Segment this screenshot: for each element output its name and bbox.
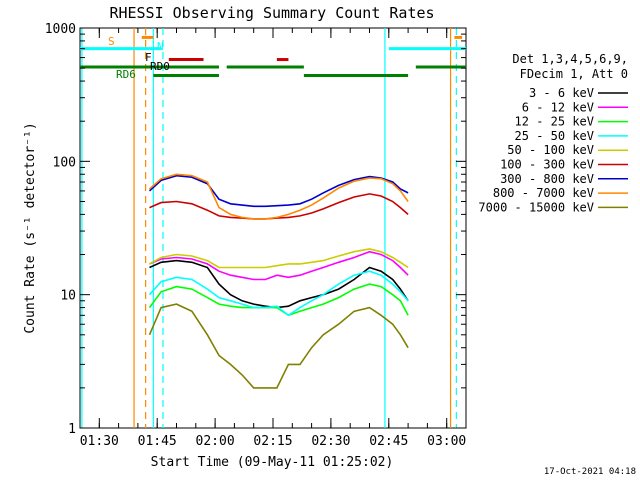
legend: Det 1,3,4,5,6,9, FDecim 1, Att 0 3 - 6 k… xyxy=(478,52,628,214)
bar-label-f: F xyxy=(145,51,152,64)
bar-label-rd6: RD6 xyxy=(116,68,136,81)
legend-header-line-1: Det 1,3,4,5,6,9, xyxy=(512,52,628,66)
bar-label-rd0: RD0 xyxy=(150,60,170,73)
x-tick-label: 02:00 xyxy=(196,434,235,449)
y-tick-label: 1000 xyxy=(45,22,76,37)
bar-label-s: S xyxy=(108,35,115,48)
observing-mode-bars xyxy=(80,35,466,78)
y-tick-label: 10 xyxy=(60,289,76,304)
series-line-0 xyxy=(149,259,409,309)
series-line-4 xyxy=(149,248,409,269)
series-line-7 xyxy=(148,173,409,220)
legend-label: 25 - 50 keV xyxy=(515,129,594,143)
x-tick-label: 03:00 xyxy=(427,434,466,449)
x-axis-ticks: 01:30 01:45 02:00 02:15 02:30 02:45 03:00 xyxy=(79,28,467,449)
legend-label: 800 - 7000 keV xyxy=(493,186,594,200)
x-tick-label: 02:45 xyxy=(369,434,408,449)
legend-label: 300 - 800 keV xyxy=(500,172,594,186)
legend-label: 3 - 6 keV xyxy=(529,86,594,100)
series-line-1 xyxy=(149,250,409,281)
series-line-6 xyxy=(148,174,409,208)
chart-title: RHESSI Observing Summary Count Rates xyxy=(109,4,434,22)
x-tick-label: 01:30 xyxy=(80,434,119,449)
generation-timestamp: 17-Oct-2021 04:18 xyxy=(544,467,636,477)
legend-label: 12 - 25 keV xyxy=(515,115,594,129)
legend-label: 100 - 300 keV xyxy=(500,158,594,172)
x-tick-label: 02:30 xyxy=(311,434,350,449)
legend-header-line-2: FDecim 1, Att 0 xyxy=(520,67,628,81)
observing-mode-labels: S N F RD0 RD6 xyxy=(108,35,170,81)
y-tick-label: 100 xyxy=(53,155,76,170)
x-tick-label: 01:45 xyxy=(138,434,177,449)
y-axis-ticks: 1 10 100 1000 xyxy=(45,22,466,437)
instrument-state-lines xyxy=(81,28,457,428)
x-axis-label: Start Time (09-May-11 01:25:02) xyxy=(151,455,394,470)
legend-label: 6 - 12 keV xyxy=(522,100,594,114)
legend-label: 50 - 100 keV xyxy=(507,143,594,157)
bar-label-n: N xyxy=(157,40,164,53)
series-line-3 xyxy=(148,270,409,317)
series-line-5 xyxy=(149,193,409,220)
count-rate-series xyxy=(148,173,409,389)
x-tick-label: 02:15 xyxy=(253,434,292,449)
series-line-8 xyxy=(148,303,409,389)
legend-label: 7000 - 15000 keV xyxy=(478,200,594,214)
y-tick-label: 1 xyxy=(68,422,76,437)
y-axis-label: Count Rate (s⁻¹ detector⁻¹) xyxy=(23,122,38,333)
